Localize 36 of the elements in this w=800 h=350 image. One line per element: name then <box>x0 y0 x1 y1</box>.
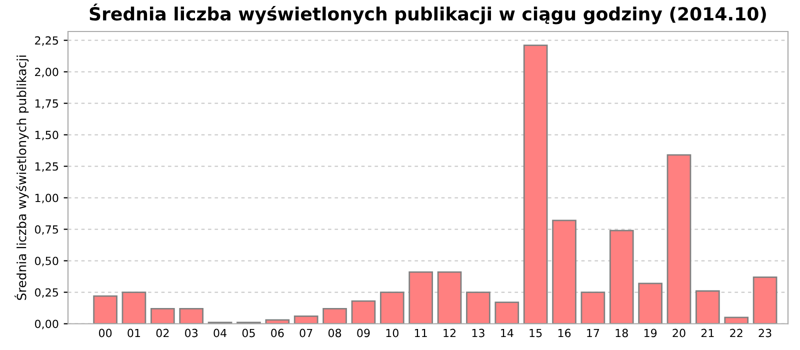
x-tick-label: 12 <box>444 328 456 338</box>
x-tick-label: 04 <box>214 328 226 338</box>
x-tick-label: 19 <box>644 328 657 338</box>
x-tick-label: 07 <box>300 328 312 338</box>
x-tick-label: 06 <box>271 328 284 338</box>
chart-title: Średnia liczba wyświetlonych publikacji w ciągu godziny (2014.10) <box>90 4 766 24</box>
x-tick-label: 05 <box>242 328 255 338</box>
x-tick-label: 13 <box>472 328 484 338</box>
x-tick-label: 08 <box>328 328 342 338</box>
y-tick-label: 0,75 <box>34 225 58 235</box>
x-tick-label: 11 <box>414 328 427 338</box>
x-tick-label: 22 <box>730 328 742 338</box>
x-tick-label: 10 <box>386 328 398 338</box>
y-tick-label: 0,50 <box>34 256 58 266</box>
y-tick-label: 1,75 <box>35 99 58 109</box>
x-tick-label: 09 <box>357 328 370 338</box>
y-tick-label: 1,50 <box>35 130 58 140</box>
y-axis-title: Średnia liczba wyświetlonych publikacji <box>14 56 29 300</box>
y-tick-label: 0,25 <box>34 288 58 298</box>
x-tick-label: 20 <box>672 328 686 338</box>
x-tick-label: 23 <box>758 328 772 338</box>
y-tick-label: 1,25 <box>35 162 58 172</box>
x-tick-label: 18 <box>616 328 628 338</box>
x-tick-label: 17 <box>587 328 600 338</box>
x-tick-label: 16 <box>558 328 571 338</box>
x-tick-label: 15 <box>530 328 542 338</box>
x-tick-label: 21 <box>701 328 714 338</box>
x-tick-label: 03 <box>185 328 198 338</box>
y-tick-label: 2,25 <box>35 36 58 46</box>
x-tick-label: 02 <box>156 328 169 338</box>
y-tick-label: 0,00 <box>34 320 58 330</box>
x-tick-label: 14 <box>501 328 514 338</box>
x-tick-label: 00 <box>98 328 112 338</box>
y-tick-label: 1,00 <box>35 194 58 204</box>
y-tick-label: 2,00 <box>35 68 58 78</box>
x-tick-label: 01 <box>128 328 140 338</box>
